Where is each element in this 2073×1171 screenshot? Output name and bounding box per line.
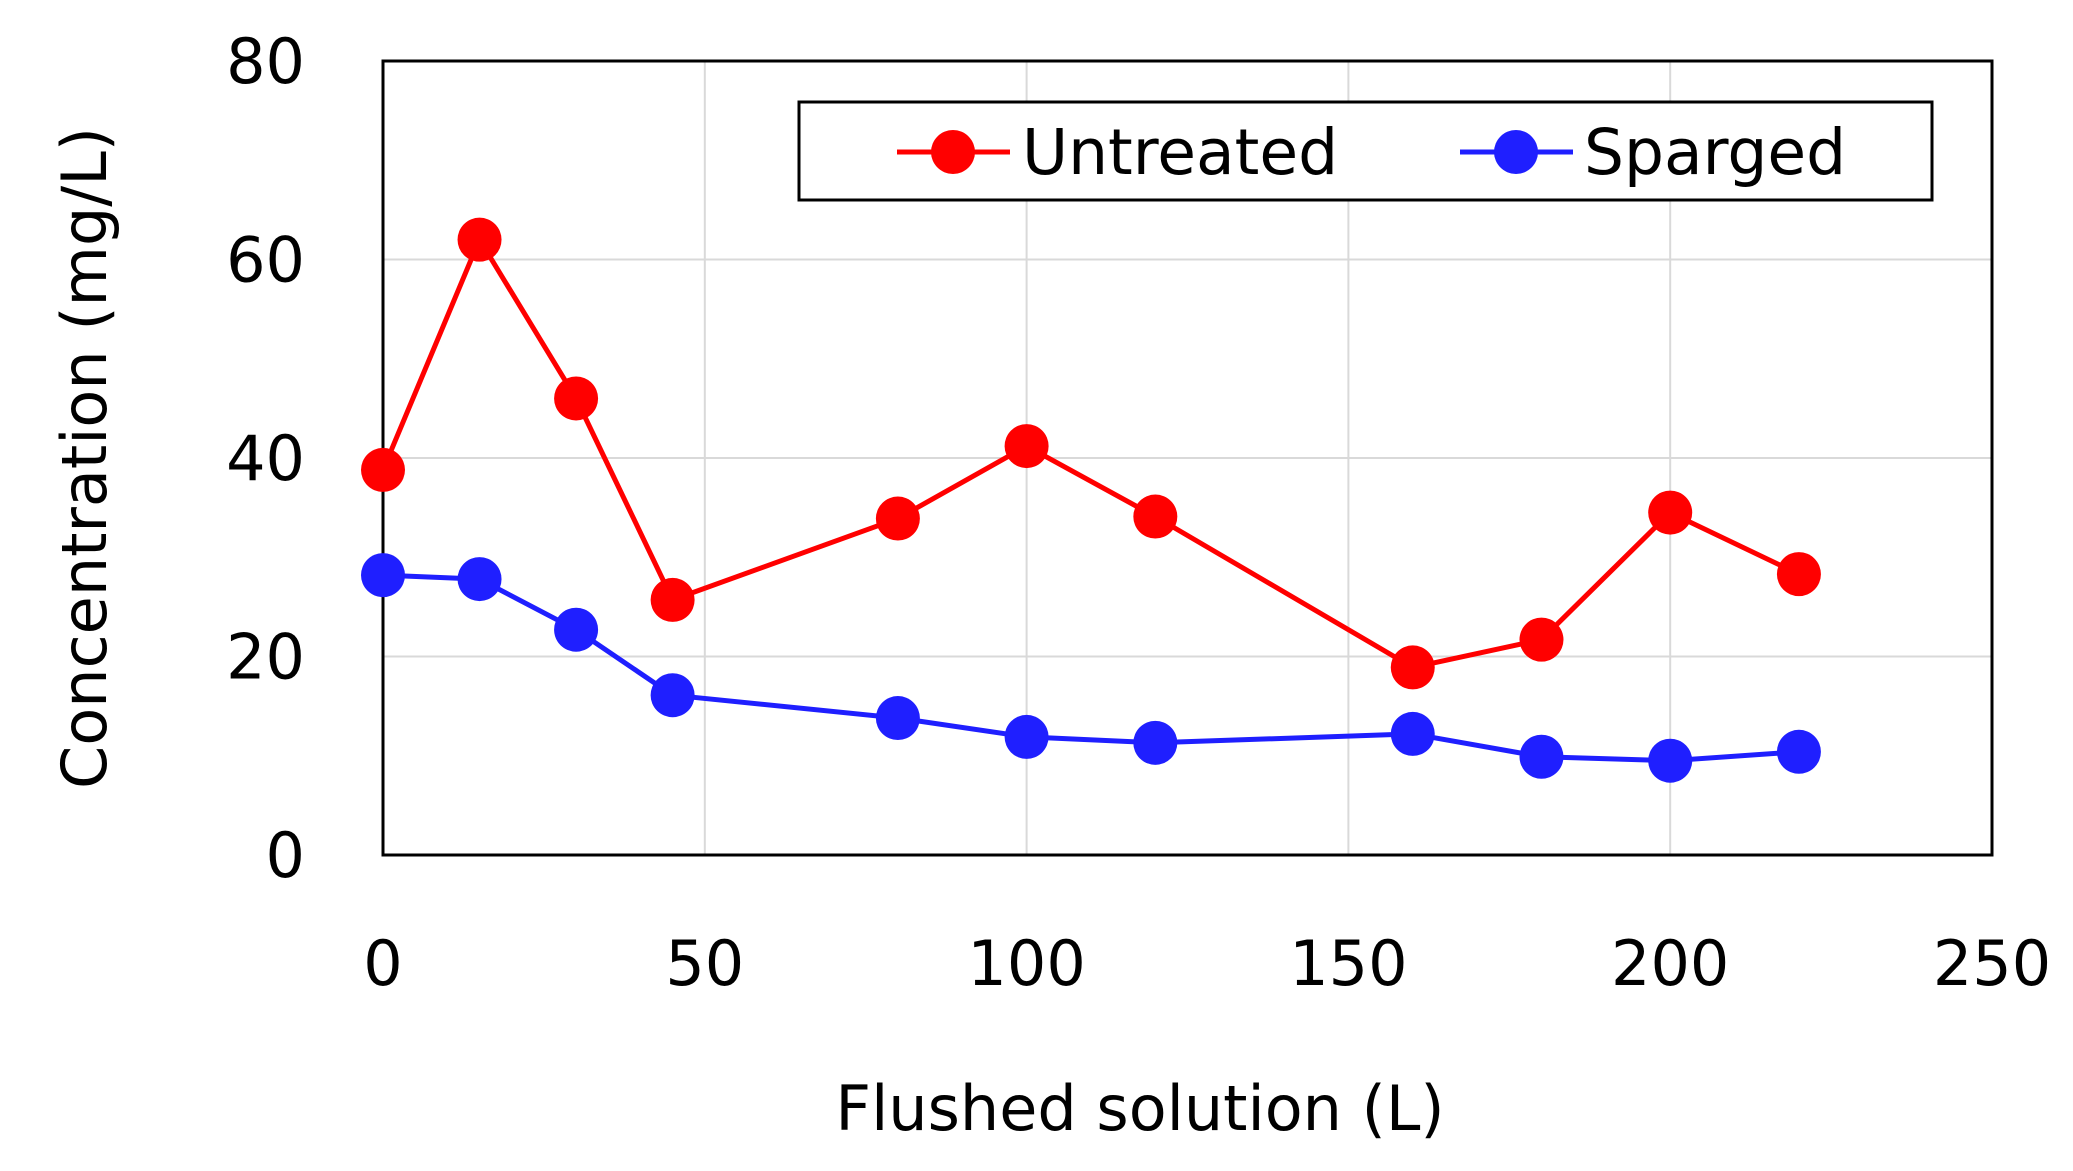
data-point-untreated [1648,490,1693,535]
data-point-untreated [554,376,599,421]
legend-label-sparged: Sparged [1584,116,1846,189]
data-point-sparged [875,696,920,741]
data-point-untreated [1390,645,1435,690]
data-point-sparged [1133,720,1178,765]
y-tick-label: 80 [226,25,305,98]
data-point-sparged [1004,714,1049,759]
x-tick-label: 150 [1289,927,1407,1000]
y-tick-label: 60 [226,224,305,297]
data-point-untreated [457,217,502,262]
data-point-sparged [650,673,695,718]
legend-marker-untreated [931,130,975,174]
legend-label-untreated: Untreated [1022,116,1338,189]
x-tick-label: 200 [1611,927,1729,1000]
x-axis-label: Flushed solution (L) [835,1072,1444,1145]
data-point-sparged [1519,734,1564,779]
x-tick-label: 0 [363,927,402,1000]
data-point-untreated [650,577,695,622]
y-axis-ticks: 0 20 40 60 80 [226,25,305,892]
legend-marker-sparged [1494,130,1538,174]
series-line-sparged [382,572,1800,764]
x-tick-label: 50 [665,927,744,1000]
data-point-sparged [361,553,405,598]
data-point-untreated [361,447,405,492]
data-point-untreated [875,496,920,541]
y-tick-label: 40 [226,422,305,495]
data-point-sparged [1648,738,1693,783]
y-tick-label: 0 [266,819,305,892]
data-point-untreated [1004,424,1049,469]
data-point-sparged [1776,729,1821,774]
series-layer [361,217,1821,783]
x-tick-label: 100 [967,927,1085,1000]
y-tick-label: 20 [226,621,305,694]
x-tick-label: 250 [1933,927,2051,1000]
data-point-sparged [457,557,502,602]
data-point-untreated [1519,617,1564,662]
series-line-untreated [380,237,1800,670]
data-point-sparged [554,607,599,652]
data-point-sparged [1390,711,1435,756]
data-point-untreated [1776,552,1821,597]
y-axis-label: Concentration (mg/L) [48,127,121,789]
legend: Untreated Sparged [797,100,1934,202]
data-point-untreated [1133,494,1178,539]
x-axis-ticks: 0 50 100 150 200 250 [363,927,2051,1000]
